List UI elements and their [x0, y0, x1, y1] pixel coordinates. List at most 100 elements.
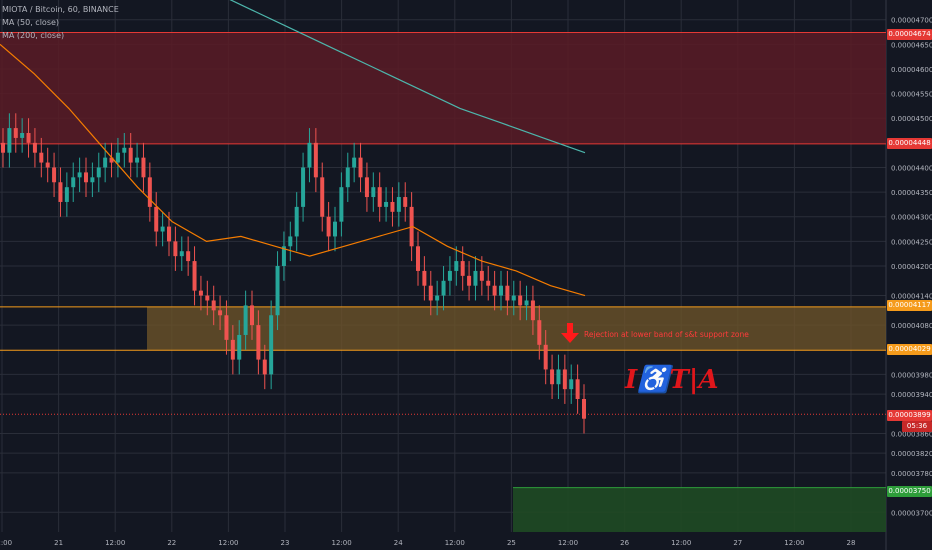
y-tick-label: 0.00004700: [891, 17, 932, 25]
iota-logo: I♿T|A: [624, 364, 719, 395]
candle-body: [167, 226, 171, 242]
candle-body: [154, 206, 159, 232]
y-tick-label: 0.00003780: [891, 470, 932, 478]
x-tick-label: 25: [507, 539, 516, 547]
y-tick-label: 0.00004350: [891, 189, 932, 197]
candle-body: [294, 206, 299, 237]
candle-body: [345, 167, 350, 188]
y-tick-label: 0.00003940: [891, 391, 932, 399]
candle-body: [7, 128, 12, 153]
candle-body: [205, 295, 210, 301]
y-tick-label: 0.00003820: [891, 450, 932, 458]
candle-body: [364, 177, 369, 198]
candle-body: [192, 261, 197, 291]
candle-body: [64, 187, 69, 202]
candle-body: [20, 133, 25, 138]
candle-body: [492, 285, 497, 296]
candle-body: [224, 315, 229, 340]
candle-body: [518, 295, 523, 306]
candle-body: [32, 142, 37, 153]
candle-body: [218, 310, 223, 316]
y-tick-label: 0.00004140: [891, 293, 932, 301]
y-tick-label: 0.00004250: [891, 238, 932, 246]
y-tick-label: 0.00004500: [891, 115, 932, 123]
candle-body: [377, 187, 382, 207]
candle-body: [447, 270, 452, 281]
candle-body: [77, 172, 82, 178]
candle-body: [467, 275, 472, 286]
resistance-top-tag: 0.00004674: [887, 29, 932, 40]
candle-body: [460, 261, 465, 276]
candle-body: [269, 315, 274, 375]
x-tick-label: 12:00: [784, 539, 804, 547]
candle-body: [505, 285, 510, 301]
candle-body: [250, 305, 254, 326]
candle-body: [582, 399, 586, 419]
candle-body: [416, 246, 420, 271]
candle-body: [320, 177, 325, 217]
candle-body: [499, 285, 503, 296]
candle-body: [13, 128, 18, 138]
candle-body: [524, 300, 529, 306]
support-bottom-tag: 0.00004029: [887, 344, 932, 355]
y-tick-label: 0.00004300: [891, 214, 932, 222]
time-axis: 12:00 21 12:00 22 12:00 23 12:00 24 12:00 25 12:00…: [0, 539, 855, 547]
down-arrow-icon: [561, 323, 579, 343]
candle-body: [339, 187, 344, 222]
resistance-zone: [0, 32, 886, 144]
x-tick-label: 12:00: [0, 539, 12, 547]
symbol-title: MIOTA / Bitcoin, 60, BINANCE: [2, 5, 119, 14]
candle-body: [115, 152, 120, 163]
price-axis: 0.00004700 0.00004650 0.00004600 0.00004550…: [891, 17, 932, 518]
candle-body: [1, 142, 5, 153]
candle-body: [543, 344, 548, 370]
y-tick-label: 0.00003860: [891, 430, 932, 438]
x-tick-label: 21: [54, 539, 63, 547]
candle-body: [128, 147, 133, 163]
x-tick-label: 12:00: [671, 539, 691, 547]
candle-body: [71, 177, 76, 188]
last-price-tag: 0.00003899: [887, 410, 932, 421]
target-zone: [513, 487, 886, 532]
candle-body: [58, 182, 63, 202]
x-tick-label: 12:00: [558, 539, 578, 547]
x-tick-label: 22: [167, 539, 176, 547]
candle-body: [422, 270, 427, 286]
candle-body: [326, 216, 331, 237]
y-tick-label: 0.00004080: [891, 322, 932, 330]
candle-body: [562, 369, 567, 390]
candle-body: [313, 142, 318, 178]
candle-body: [473, 270, 478, 286]
x-tick-label: 27: [733, 539, 742, 547]
candle-body: [479, 270, 484, 281]
candle-body: [352, 157, 357, 168]
candle-body: [90, 177, 95, 183]
rejection-note: Rejection at lower band of s&t support z…: [584, 330, 749, 339]
support-top-tag: 0.00004117: [887, 300, 932, 311]
candle-body: [141, 157, 146, 178]
x-tick-label: 23: [281, 539, 290, 547]
ma50-legend[interactable]: MA (50, close): [2, 18, 60, 27]
candle-body: [179, 251, 184, 257]
candle-body: [96, 167, 101, 178]
candle-body: [486, 280, 491, 286]
candle-body: [230, 339, 235, 360]
y-tick-label: 0.00003980: [891, 371, 932, 379]
ma200-legend[interactable]: MA (200, close): [2, 31, 65, 40]
candle-body: [135, 157, 140, 163]
candle-body: [237, 334, 242, 360]
candle-body: [281, 246, 286, 266]
candle-body: [26, 133, 31, 143]
candle-body: [307, 142, 312, 168]
countdown-tag: 05:36: [902, 421, 932, 432]
candle-body: [384, 201, 389, 207]
candle-body: [550, 369, 555, 385]
resistance-bottom-tag: 0.00004448: [887, 138, 932, 149]
candle-body: [537, 320, 542, 345]
candle-body: [403, 197, 408, 207]
candle-body: [530, 300, 535, 321]
candle-body: [454, 261, 459, 271]
chart-zones: [0, 32, 886, 532]
y-tick-label: 0.00004400: [891, 164, 932, 172]
